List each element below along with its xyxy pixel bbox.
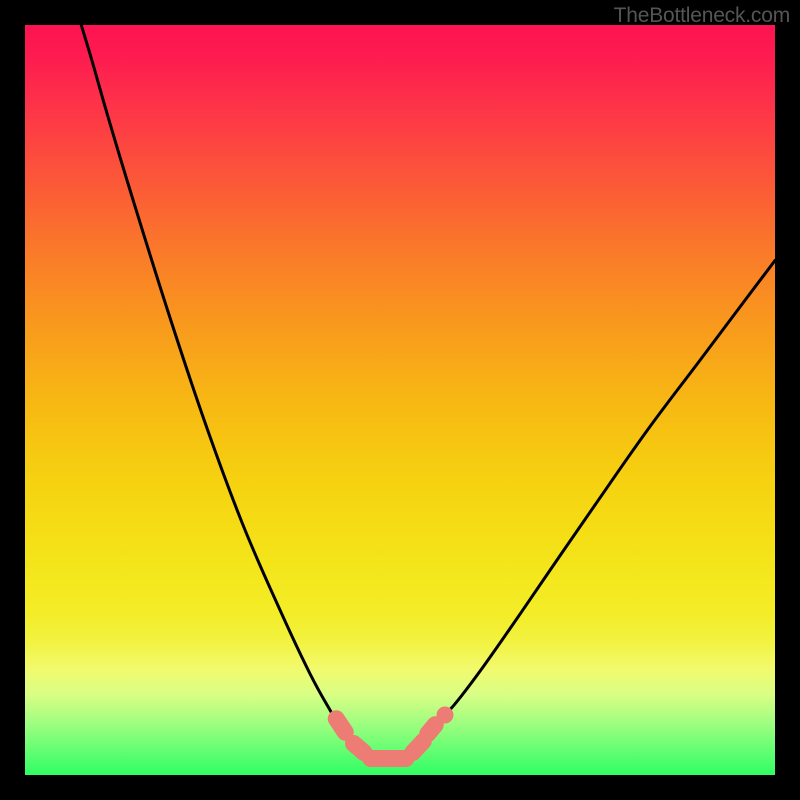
watermark-text: TheBottleneck.com <box>614 4 790 28</box>
marker-segment-0 <box>336 719 345 733</box>
marker-segment-4 <box>428 725 436 734</box>
marker-segment-3 <box>413 741 424 752</box>
marker-dot <box>437 707 454 724</box>
chart-background <box>25 25 775 775</box>
page-root: TheBottleneck.com <box>0 0 800 800</box>
chart-plot-area <box>25 25 775 775</box>
marker-segment-1 <box>354 744 365 753</box>
bottleneck-chart <box>25 25 775 775</box>
